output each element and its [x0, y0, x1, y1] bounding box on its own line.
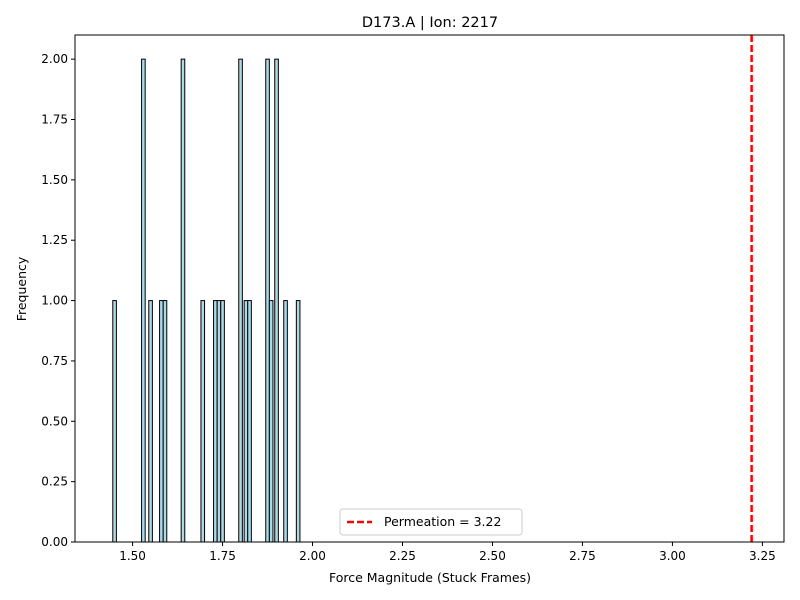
x-axis-ticks: 1.50 1.75 2.00 2.25 2.50 2.75 3.00 3.25 — [119, 542, 776, 563]
histogram-bar — [213, 300, 218, 543]
histogram-bar — [283, 300, 288, 543]
y-tick-label: 1.75 — [41, 113, 68, 127]
histogram-bar — [268, 300, 274, 543]
histogram-bar — [265, 58, 270, 543]
plot-frame — [74, 34, 785, 543]
y-tick-label: 1.25 — [41, 233, 68, 247]
x-tick-label: 1.50 — [119, 549, 146, 563]
histogram-bar — [243, 300, 249, 543]
histogram-bar — [216, 300, 222, 543]
x-tick-label: 3.00 — [659, 549, 686, 563]
histogram-bar — [148, 300, 153, 543]
y-tick-label: 1.50 — [41, 173, 68, 187]
y-tick-label: 2.00 — [41, 52, 68, 66]
histogram-bar — [180, 58, 186, 543]
histogram-bar — [247, 300, 252, 543]
legend-label: Permeation = 3.22 — [384, 514, 501, 529]
bars-group — [112, 58, 301, 543]
y-tick-label: 0.25 — [41, 475, 68, 489]
histogram-bar — [274, 58, 279, 543]
histogram-bar — [295, 300, 301, 543]
histogram-bar — [162, 300, 168, 543]
histogram-bar — [112, 300, 117, 543]
y-axis-label: Frequency — [14, 256, 29, 321]
chart-title: D173.A | Ion: 2217 — [362, 15, 498, 31]
legend: Permeation = 3.22 — [339, 508, 523, 536]
x-tick-label: 2.00 — [299, 549, 326, 563]
x-tick-label: 1.75 — [209, 549, 236, 563]
y-axis-ticks: 0.00 0.25 0.50 0.75 1.00 1.25 1.50 1.75 2.00 — [41, 52, 75, 549]
histogram-bar — [141, 58, 146, 543]
x-tick-label: 2.75 — [569, 549, 596, 563]
histogram-bar — [238, 58, 243, 543]
x-tick-label: 3.25 — [749, 549, 776, 563]
x-tick-label: 2.50 — [479, 549, 506, 563]
y-tick-label: 0.50 — [41, 414, 68, 428]
histogram-bar — [220, 300, 225, 543]
y-tick-label: 1.00 — [41, 294, 68, 308]
x-axis-label: Force Magnitude (Stuck Frames) — [329, 570, 531, 585]
y-tick-label: 0.00 — [41, 535, 68, 549]
histogram-bar — [159, 300, 164, 543]
histogram-bar — [200, 300, 206, 543]
y-tick-label: 0.75 — [41, 354, 68, 368]
x-tick-label: 2.25 — [389, 549, 416, 563]
legend-box — [339, 508, 523, 536]
